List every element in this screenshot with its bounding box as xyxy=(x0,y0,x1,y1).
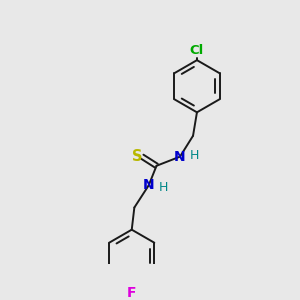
Text: H: H xyxy=(190,148,199,162)
Text: N: N xyxy=(143,178,154,192)
Text: S: S xyxy=(132,148,143,164)
Text: N: N xyxy=(174,150,186,164)
Text: Cl: Cl xyxy=(190,44,204,57)
Text: F: F xyxy=(127,286,136,300)
Text: H: H xyxy=(159,182,168,194)
